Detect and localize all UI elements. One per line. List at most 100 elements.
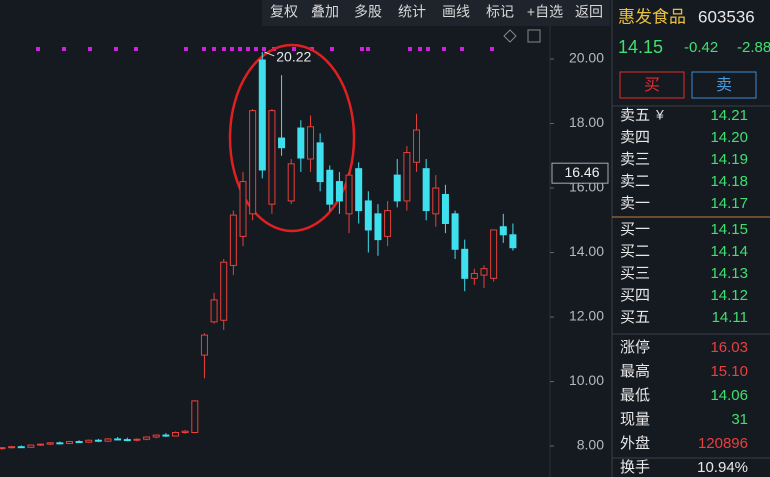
book-price: 14.12 (710, 287, 748, 304)
book-price: 14.11 (712, 309, 748, 326)
book-label: 买二 (620, 243, 650, 260)
y-tick-label: 12.00 (569, 308, 604, 324)
toolbar-button[interactable]: 返回 (575, 4, 603, 20)
candle-body (393, 174, 401, 202)
candle-body (422, 168, 430, 212)
candle-body (210, 299, 218, 323)
candle-body (133, 438, 141, 441)
candle-body (46, 442, 54, 445)
candle-body (114, 438, 122, 441)
candle-body (191, 400, 199, 433)
candle-body (258, 59, 266, 171)
candle-body (470, 272, 478, 279)
book-price: 14.14 (710, 243, 748, 260)
buy-label[interactable]: 买 (644, 76, 660, 94)
candle-body (123, 439, 131, 442)
candle-body (56, 442, 64, 445)
candle-body (17, 446, 25, 449)
toolbar-button[interactable]: 复权 (270, 4, 298, 20)
candle-body (413, 129, 421, 163)
book-price: 14.19 (710, 151, 748, 168)
candle-body (65, 441, 73, 444)
candle-body (85, 439, 93, 443)
book-label: 卖二 (620, 173, 650, 190)
candle-body (461, 248, 469, 279)
candle-body (499, 226, 507, 236)
candle-body (335, 181, 343, 202)
toolbar-button[interactable]: 多股 (354, 4, 382, 20)
highlight-circle (228, 43, 356, 233)
stock-name: 惠发食品 (618, 7, 686, 26)
candle-body (403, 152, 411, 202)
candle-body (490, 229, 498, 279)
candle-body (432, 187, 440, 215)
buy-button[interactable] (619, 71, 685, 99)
stat-label: 外盘 (620, 434, 650, 452)
candle-body (8, 446, 16, 449)
candle-body (143, 436, 151, 440)
candle-body (306, 126, 314, 160)
candle-body (364, 200, 372, 231)
toolbar-button[interactable]: 叠加 (311, 4, 339, 20)
book-label: 买一 (620, 221, 650, 238)
candle-body (374, 213, 382, 241)
cursor-price: 16.46 (564, 164, 599, 180)
toolbar-bg (262, 0, 610, 26)
book-label: 买五 (620, 309, 650, 326)
price: 14.15 (618, 37, 663, 57)
y-tick-label: 10.00 (569, 372, 604, 388)
candle-body (220, 261, 228, 321)
book-price: 14.21 (710, 107, 748, 124)
change-pct: -2.88% (737, 39, 770, 56)
book-label: 卖四 (620, 129, 650, 146)
toolbar-button[interactable]: 统计 (398, 4, 426, 20)
y-tick-label: 8.00 (577, 437, 604, 453)
change: -0.42 (684, 39, 718, 56)
book-price: 14.20 (710, 129, 748, 146)
candle-body (75, 441, 83, 444)
stock-code: 603536 (698, 7, 755, 26)
candle-body (239, 181, 247, 237)
candle-body (37, 443, 45, 446)
stat-value: 10.94% (697, 459, 748, 476)
candle-body (104, 438, 112, 442)
candle-body (297, 127, 305, 159)
stat-label: 涨停 (620, 339, 650, 356)
annotation-pointer (264, 51, 275, 57)
candle-body (94, 439, 102, 442)
currency-icon: ¥ (655, 107, 664, 123)
toolbar-button[interactable]: 标记 (486, 4, 514, 20)
stat-value: 120896 (698, 435, 748, 452)
icon[interactable] (503, 29, 517, 43)
stat-label: 最高 (620, 363, 650, 380)
book-label: 买三 (620, 265, 650, 282)
candle-body (27, 444, 35, 448)
candle-body (441, 193, 449, 225)
candle-body (172, 431, 180, 437)
candle-body (480, 268, 488, 276)
candle-body (0, 447, 6, 450)
y-tick-label: 18.00 (569, 114, 604, 130)
toolbar-button[interactable]: +自选 (527, 4, 563, 20)
candle-body (229, 214, 237, 266)
toolbar-button[interactable]: 画线 (442, 4, 470, 20)
stat-value: 16.03 (710, 339, 748, 356)
signal-dots (36, 47, 494, 51)
book-price: 14.17 (710, 195, 748, 212)
candle-body (249, 110, 257, 215)
book-price: 14.13 (710, 265, 748, 282)
high-annotation: 20.22 (276, 49, 311, 65)
stat-label: 最低 (620, 387, 650, 404)
candle-body (278, 137, 286, 149)
stat-label: 换手 (620, 459, 650, 476)
sell-button[interactable] (691, 71, 757, 99)
book-label: 卖一 (620, 195, 650, 212)
book-label: 卖三 (620, 151, 650, 168)
icon[interactable] (527, 29, 541, 43)
book-label: 买四 (620, 287, 650, 304)
book-price: 14.18 (710, 173, 748, 190)
sell-label[interactable]: 卖 (716, 76, 732, 94)
candle-body (268, 110, 276, 205)
